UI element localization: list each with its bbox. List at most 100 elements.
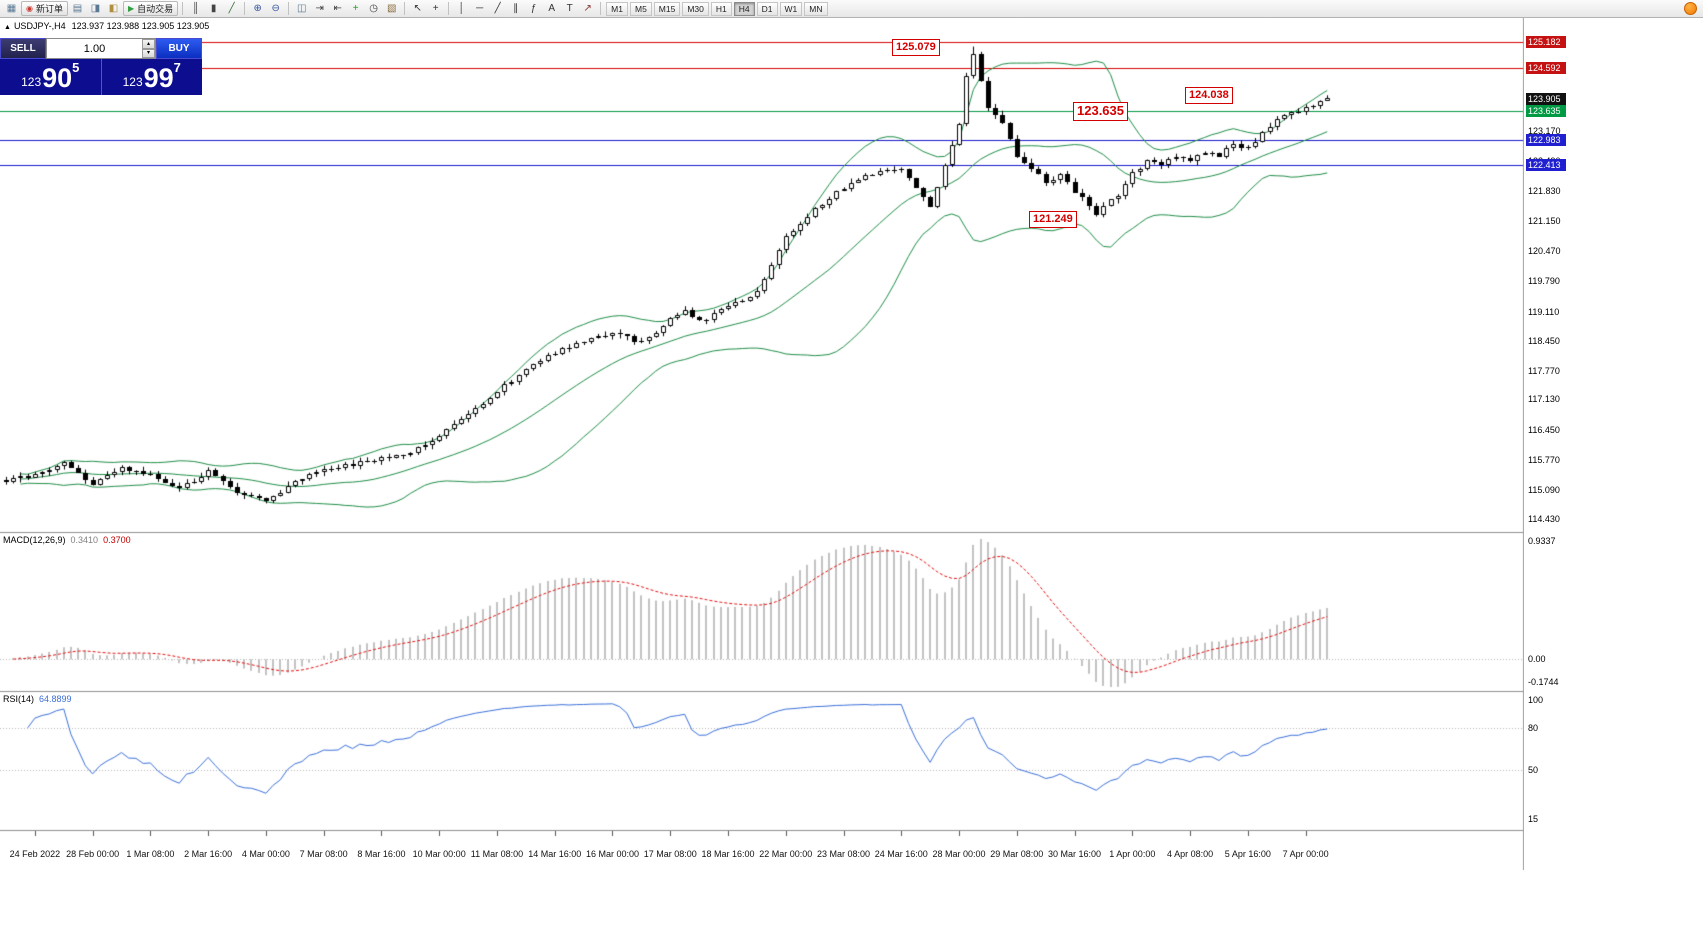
time-axis-label: 8 Mar 16:00 bbox=[357, 849, 406, 859]
collapse-icon[interactable]: ▲ bbox=[4, 24, 11, 31]
indicators-icon: + bbox=[352, 2, 359, 14]
price-tick-label: 117.130 bbox=[1528, 394, 1560, 405]
price-annotation[interactable]: 124.038 bbox=[1185, 87, 1233, 104]
new-order-label: 新订单 bbox=[35, 4, 63, 14]
timeframe-m30-button[interactable]: M30 bbox=[682, 1, 709, 16]
time-axis-label: 7 Mar 08:00 bbox=[299, 849, 348, 859]
time-axis-label: 7 Apr 00:00 bbox=[1282, 849, 1329, 859]
horizontal-line-icon: ─ bbox=[476, 2, 484, 14]
buy-button[interactable]: BUY bbox=[156, 38, 202, 59]
zoom-out-button[interactable]: ⊖ bbox=[267, 1, 284, 16]
zoom-in-button[interactable]: ⊕ bbox=[249, 1, 266, 16]
price-tick-label: 119.790 bbox=[1528, 276, 1560, 287]
data-window-button[interactable]: ◨ bbox=[87, 1, 104, 16]
time-axis-label: 23 Mar 08:00 bbox=[816, 849, 871, 859]
text-label-button[interactable]: T bbox=[561, 1, 578, 16]
vertical-line-icon: │ bbox=[458, 2, 465, 14]
auto-scroll-icon: ⇥ bbox=[315, 2, 324, 14]
vertical-line-button[interactable]: │ bbox=[453, 1, 470, 16]
bar-chart-button[interactable]: ║ bbox=[187, 1, 204, 16]
sell-price-big: 90 bbox=[42, 63, 73, 93]
trendline-icon: ╱ bbox=[494, 2, 501, 14]
toolbar-separator bbox=[404, 2, 406, 15]
timeframe-m1-button[interactable]: M1 bbox=[606, 1, 628, 16]
text-button[interactable]: A bbox=[543, 1, 560, 16]
price-tick-label: 120.470 bbox=[1528, 246, 1561, 257]
price-tick-label: 123.170 bbox=[1528, 126, 1561, 137]
timeframe-mn-button[interactable]: MN bbox=[804, 1, 828, 16]
price-annotation[interactable]: 123.635 bbox=[1073, 102, 1128, 121]
time-axis-label: 14 Mar 16:00 bbox=[528, 849, 582, 859]
timeframe-m15-button[interactable]: M15 bbox=[653, 1, 681, 16]
sell-price[interactable]: 123 90 5 bbox=[0, 59, 101, 95]
volume-input[interactable] bbox=[47, 39, 142, 58]
sell-button[interactable]: SELL bbox=[0, 38, 46, 59]
templates-button[interactable]: ▧ bbox=[383, 1, 400, 16]
price-tick-label: 116.450 bbox=[1528, 424, 1560, 435]
buy-price-pip: 7 bbox=[173, 60, 181, 75]
market-watch-button[interactable]: ▤ bbox=[69, 1, 86, 16]
notification-icon[interactable] bbox=[1684, 2, 1697, 15]
rsi-axis-label: 50 bbox=[1528, 765, 1539, 775]
new-chart-button[interactable]: ▦ bbox=[3, 1, 20, 16]
market-watch-icon: ▤ bbox=[72, 2, 83, 14]
navigator-button[interactable]: ◧ bbox=[105, 1, 122, 16]
time-axis-label: 16 Mar 00:00 bbox=[585, 849, 639, 859]
autotrading-button[interactable]: ▶ 自动交易 bbox=[123, 1, 179, 16]
price-annotation[interactable]: 125.079 bbox=[892, 39, 940, 56]
timeframe-w1-button[interactable]: W1 bbox=[779, 1, 803, 16]
chart-shift-button[interactable]: ⇤ bbox=[329, 1, 346, 16]
volume-control: ▴ ▾ bbox=[46, 38, 156, 59]
trendline-button[interactable]: ╱ bbox=[489, 1, 506, 16]
text-icon: A bbox=[548, 2, 555, 14]
candlestick-chart-icon: ▮ bbox=[210, 2, 217, 14]
autotrading-label: 自动交易 bbox=[137, 4, 174, 14]
toolbar: ▦ ◉ 新订单 ▤ ◨ ◧ ▶ 自动交易 ║ ▮ ╱ ⊕ ⊖ ◫ ⇥ ⇤ + ◷ ▧ ↖ + │ ─ ╱ ∥ ƒ A T ↗ M1 M5 M1… bbox=[0, 0, 1703, 18]
time-axis-label: 1 Apr 00:00 bbox=[1109, 849, 1156, 859]
arrows-button[interactable]: ↗ bbox=[579, 1, 596, 16]
horizontal-line-button[interactable]: ─ bbox=[471, 1, 488, 16]
tile-windows-button[interactable]: ◫ bbox=[293, 1, 310, 16]
price-tick-label: 115.770 bbox=[1528, 454, 1560, 465]
timeframe-d1-button[interactable]: D1 bbox=[756, 1, 778, 16]
chart-canvas[interactable] bbox=[0, 18, 1524, 870]
price-tick-label: 118.450 bbox=[1528, 335, 1560, 346]
fibonacci-button[interactable]: ƒ bbox=[525, 1, 542, 16]
time-axis-label: 28 Feb 00:00 bbox=[66, 849, 120, 859]
buy-price-figure: 123 bbox=[122, 74, 143, 89]
text-label-icon: T bbox=[566, 2, 573, 14]
zoom-in-icon: ⊕ bbox=[253, 2, 262, 14]
cursor-button[interactable]: ↖ bbox=[409, 1, 426, 16]
equidistant-channel-button[interactable]: ∥ bbox=[507, 1, 524, 16]
new-order-button[interactable]: ◉ 新订单 bbox=[21, 1, 68, 16]
macd-axis-max: 0.9337 bbox=[1528, 536, 1556, 546]
rsi-label: RSI(14) bbox=[3, 694, 35, 704]
price-tick-label: 119.110 bbox=[1528, 306, 1560, 317]
time-axis-label: 10 Mar 00:00 bbox=[412, 849, 466, 859]
axis-price-box: 124.592 bbox=[1526, 62, 1566, 75]
time-axis-label: 28 Mar 00:00 bbox=[932, 849, 986, 859]
price-tick-label: 114.430 bbox=[1528, 514, 1560, 525]
auto-scroll-button[interactable]: ⇥ bbox=[311, 1, 328, 16]
crosshair-button[interactable]: + bbox=[427, 1, 444, 16]
buy-price[interactable]: 123 99 7 bbox=[100, 59, 203, 95]
macd-label: MACD(12,26,9) bbox=[3, 535, 66, 545]
volume-down-button[interactable]: ▾ bbox=[142, 48, 155, 58]
indicators-button[interactable]: + bbox=[347, 1, 364, 16]
time-axis-label: 22 Mar 00:00 bbox=[759, 849, 813, 859]
periods-button[interactable]: ◷ bbox=[365, 1, 382, 16]
timeframe-m5-button[interactable]: M5 bbox=[629, 1, 652, 16]
price-annotation[interactable]: 121.249 bbox=[1029, 211, 1077, 228]
line-chart-button[interactable]: ╱ bbox=[223, 1, 240, 16]
timeframe-h1-button[interactable]: H1 bbox=[710, 1, 732, 16]
chart-title: ▲ USDJPY-,H4 123.937 123.988 123.905 123.9… bbox=[4, 21, 209, 31]
volume-up-button[interactable]: ▴ bbox=[142, 39, 155, 49]
price-tick-label: 117.770 bbox=[1528, 366, 1560, 377]
time-axis-label: 18 Mar 16:00 bbox=[701, 849, 755, 859]
arrows-icon: ↗ bbox=[583, 2, 592, 14]
candlestick-chart-button[interactable]: ▮ bbox=[205, 1, 222, 16]
data-window-icon: ◨ bbox=[90, 2, 101, 14]
macd-axis-min: -0.1744 bbox=[1528, 677, 1559, 687]
timeframe-h4-button[interactable]: H4 bbox=[733, 1, 755, 16]
